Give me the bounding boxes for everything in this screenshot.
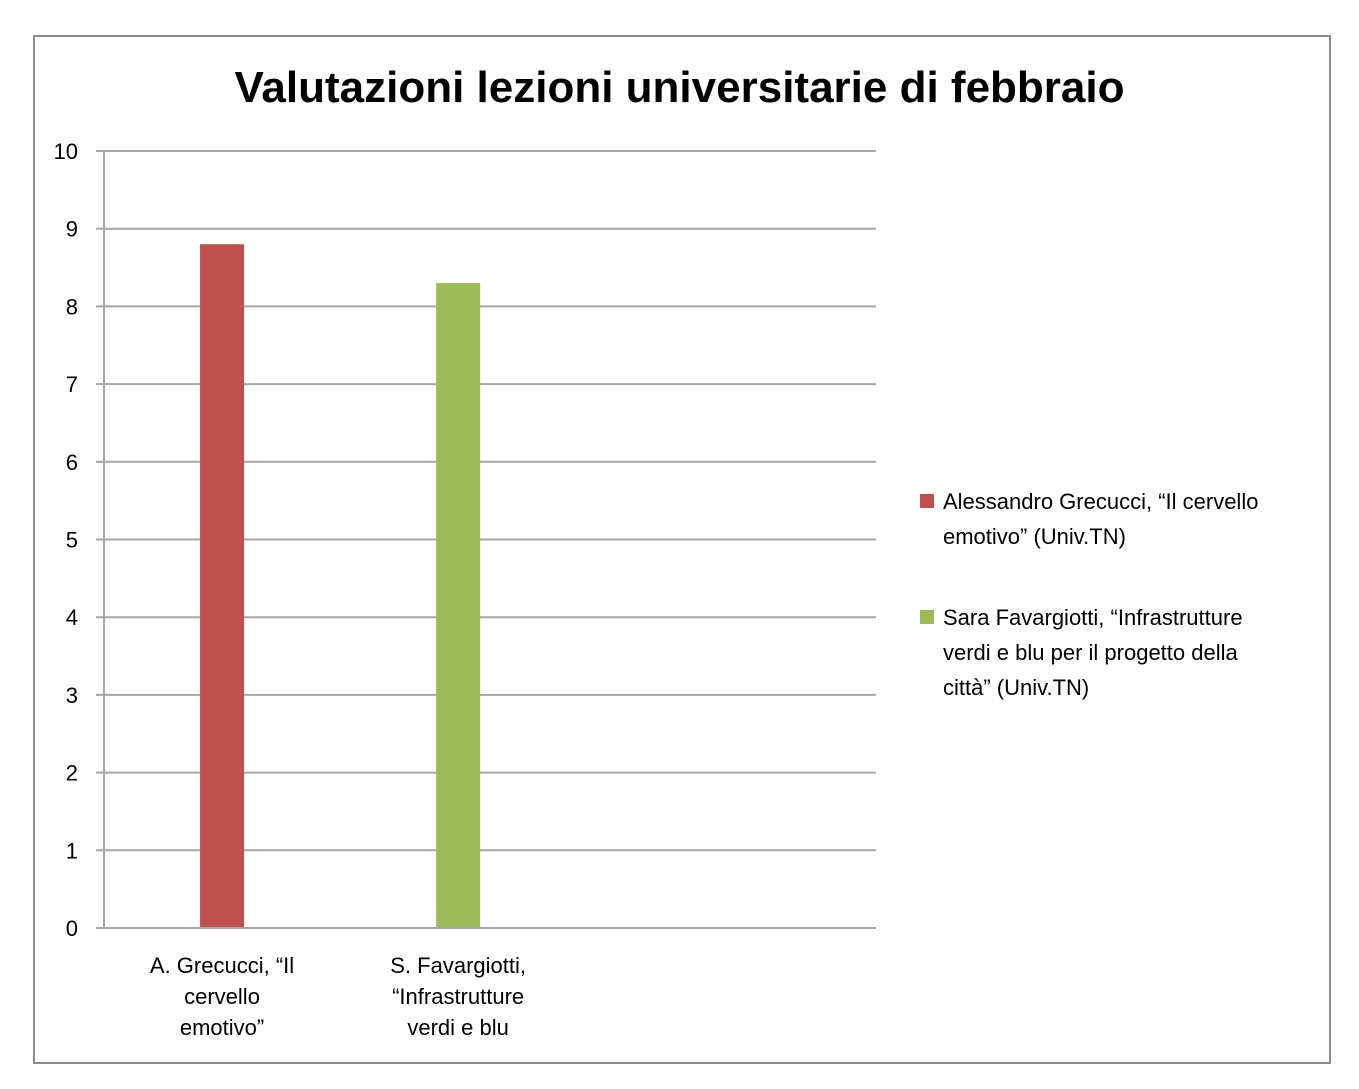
y-tick-label: 6 xyxy=(66,450,78,475)
y-tick-label: 7 xyxy=(66,372,78,397)
legend-swatch-grecucci xyxy=(920,494,934,508)
legend-label-favargiotti: Sara Favargiotti, “Infrastrutture verdi … xyxy=(943,605,1243,700)
x-category-label-line: verdi e blu xyxy=(407,1015,509,1040)
x-category-label: S. Favargiotti, “Infrastrutture verdi e bl… xyxy=(363,950,553,1043)
y-tick-label: 9 xyxy=(66,217,78,242)
y-tick-label: 10 xyxy=(54,139,78,164)
x-category-label-line: cervello xyxy=(184,984,260,1009)
legend-swatch-favargiotti xyxy=(920,610,934,624)
y-tick-label: 3 xyxy=(66,683,78,708)
legend-item-favargiotti: Sara Favargiotti, “Infrastrutture verdi … xyxy=(920,600,1320,705)
y-tick-label: 2 xyxy=(66,761,78,786)
bar-favargiotti xyxy=(436,283,481,929)
x-category-label-line: “Infrastrutture xyxy=(392,984,525,1009)
x-category-label-line: A. Grecucci, “Il xyxy=(149,953,295,978)
legend-label-grecucci: Alessandro Grecucci, “Il cervello emotiv… xyxy=(943,489,1259,549)
y-tick-label: 0 xyxy=(66,916,78,941)
y-tick-label: 8 xyxy=(66,294,78,319)
chart-frame xyxy=(33,35,1331,1064)
y-tick-label: 1 xyxy=(66,838,78,863)
x-category-label-line: S. Favargiotti, xyxy=(390,953,526,978)
y-tick-label: 4 xyxy=(66,605,78,630)
bar-grecucci xyxy=(200,244,245,929)
x-category-label: A. Grecucci, “Il cervello emotivo” xyxy=(127,950,317,1043)
x-category-label-line: emotivo” xyxy=(179,1015,265,1040)
y-tick-label: 5 xyxy=(66,528,78,553)
legend-item-grecucci: Alessandro Grecucci, “Il cervello emotiv… xyxy=(920,484,1320,554)
chart-title: Valutazioni lezioni universitarie di feb… xyxy=(234,63,1125,112)
